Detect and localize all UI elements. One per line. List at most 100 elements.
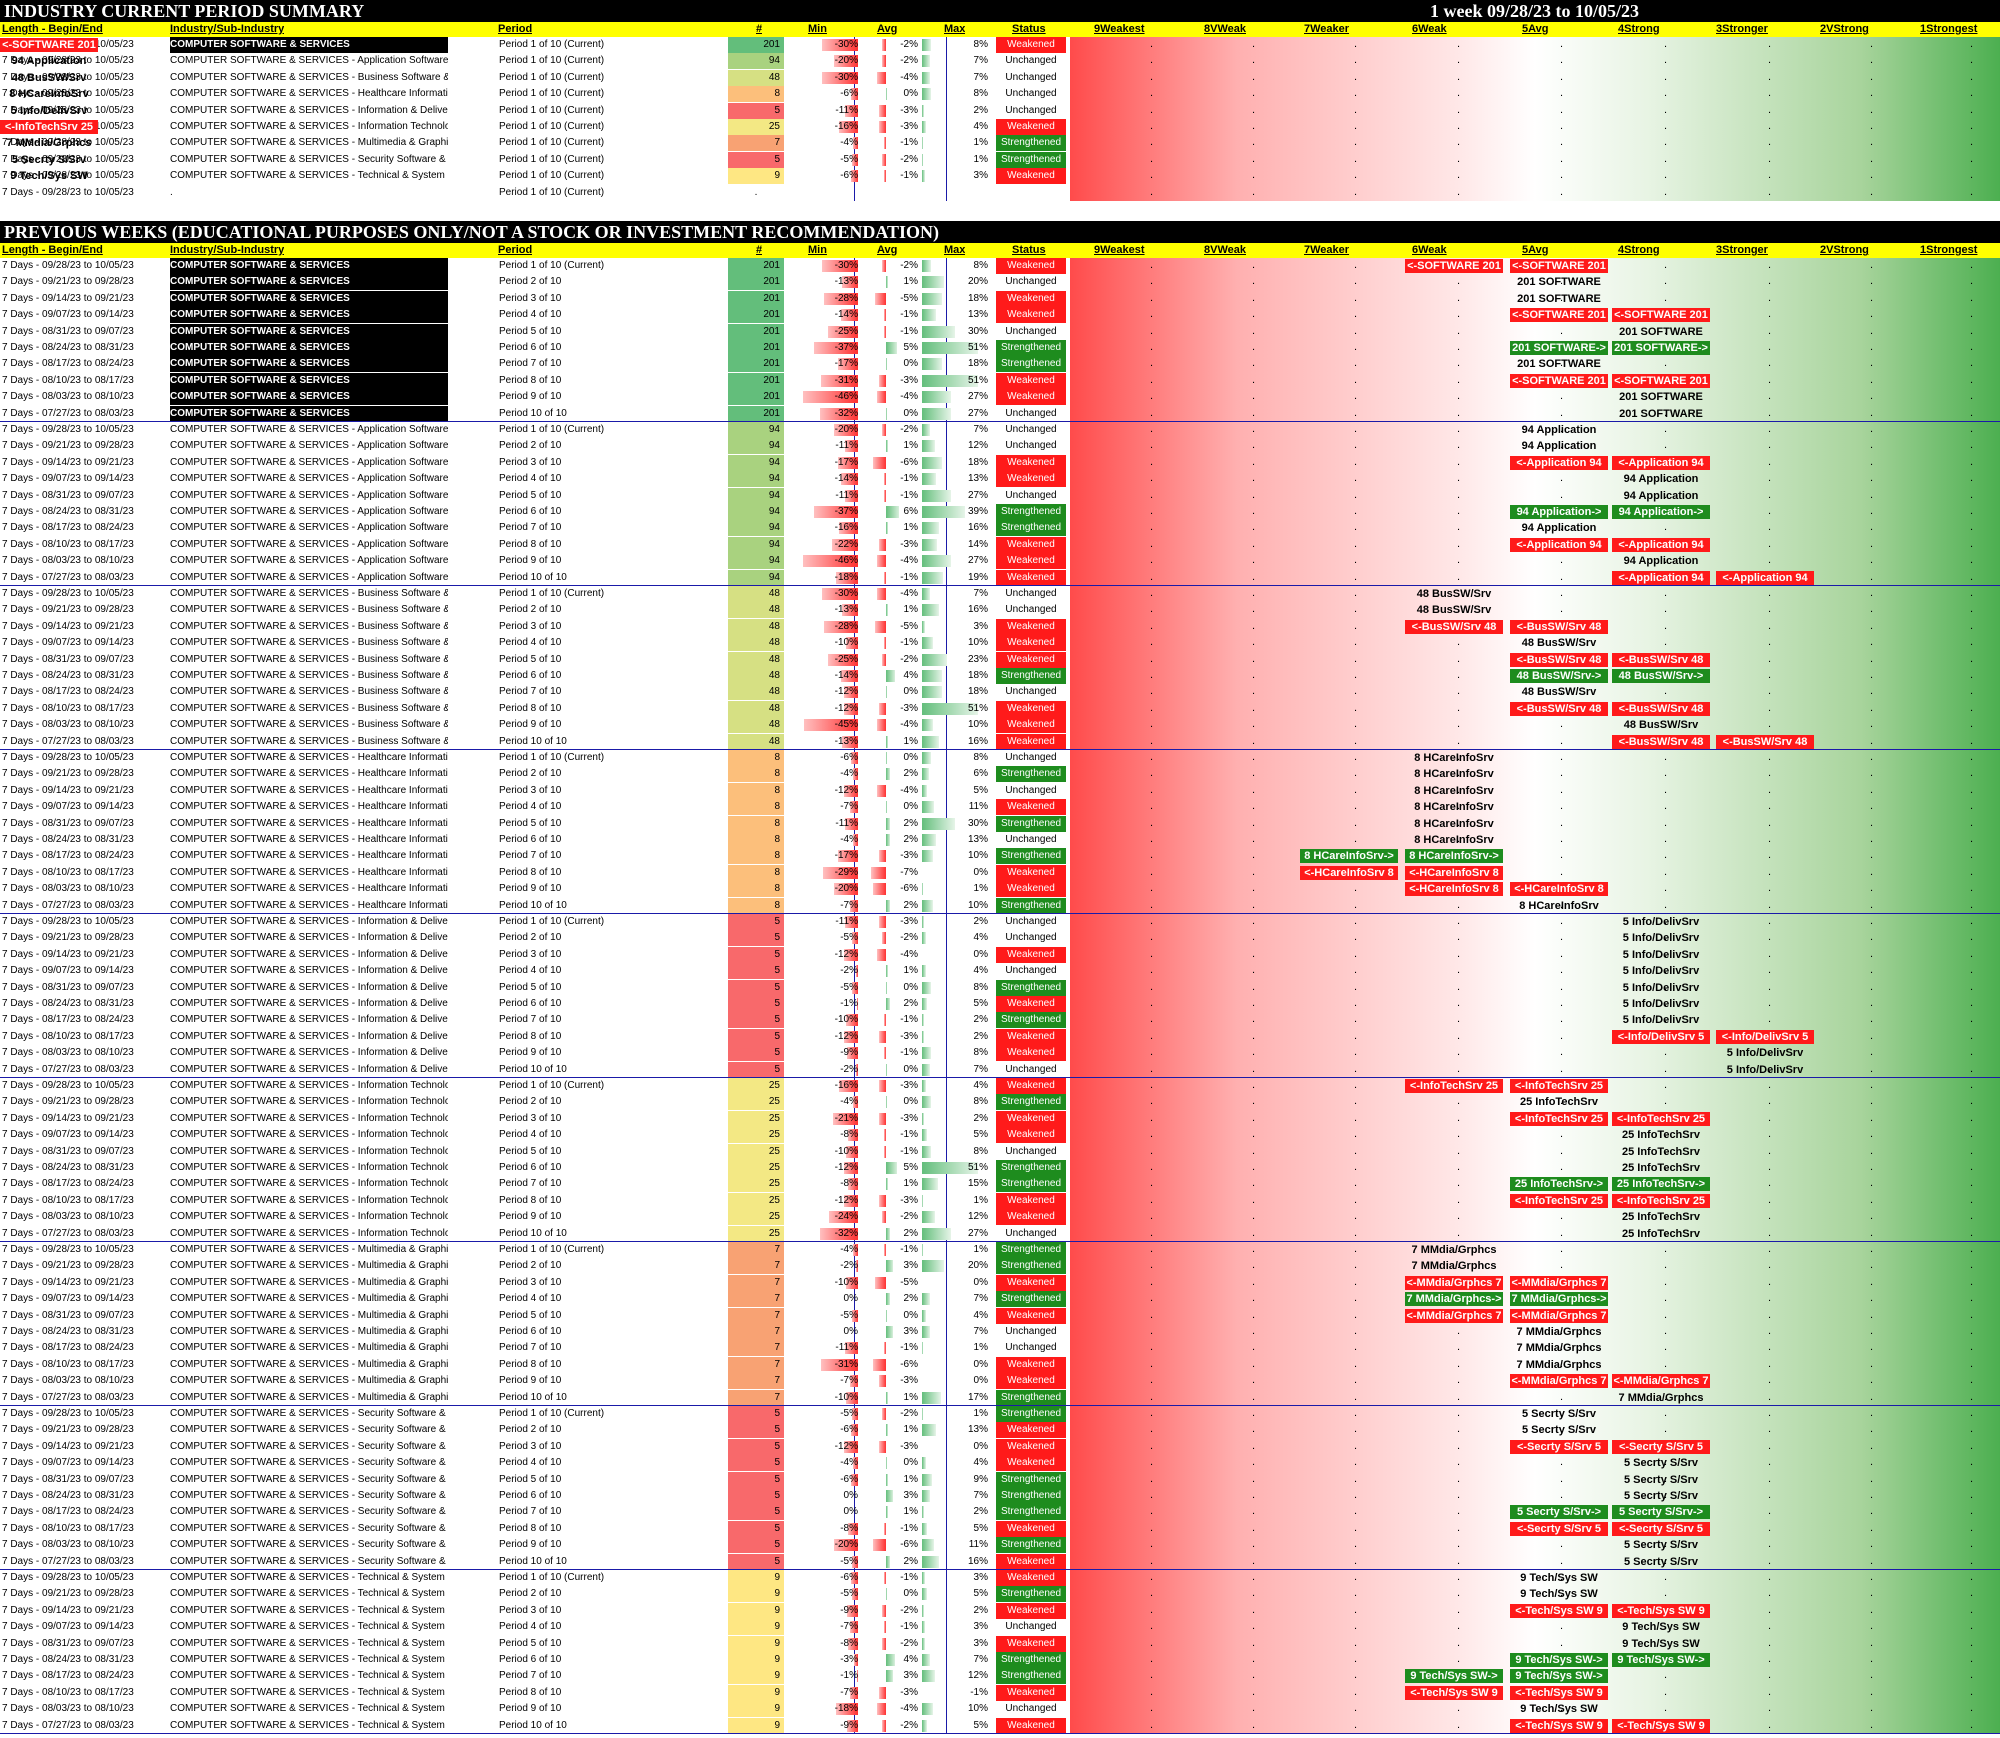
bin-dot: . (1150, 152, 1154, 165)
header-7weaker: 7Weaker (1304, 244, 1350, 256)
max-cell: 4% (973, 932, 988, 944)
min-bar (820, 1358, 858, 1371)
bin-dot: . (1354, 1095, 1358, 1108)
min-cell: -9% (840, 1047, 858, 1059)
avg-bar (886, 522, 889, 535)
bin-dot: . (1768, 816, 1772, 829)
min-cell: -11% (835, 489, 858, 501)
status-cell: Weakened (996, 700, 1066, 717)
bin-dot: . (1560, 136, 1564, 149)
min-bar (850, 88, 858, 101)
bin-dot: . (1252, 1357, 1256, 1370)
length-cell: 7 Days - 08/31/23 to 09/07/23 (2, 817, 134, 829)
max-bar (922, 153, 924, 166)
count-cell: 5 (728, 1471, 784, 1488)
bin-dot: . (1457, 505, 1461, 517)
table-row: 7 Days - 08/10/23 to 08/17/23 COMPUTER SO… (0, 372, 2000, 389)
bin-dot: . (1870, 1620, 1874, 1633)
bin-dot: . (1664, 1357, 1668, 1370)
avg-cell: 1% (903, 1424, 918, 1436)
avg-bar (879, 121, 886, 133)
bin-dot: . (1150, 1046, 1154, 1059)
max-bar (922, 588, 930, 600)
bin-dot: . (1150, 87, 1154, 100)
bin-dot: . (1664, 1013, 1668, 1026)
bin-dot: . (1970, 1275, 1974, 1288)
min-bar (849, 1621, 858, 1634)
status-cell: Weakened (996, 946, 1066, 963)
bin-dot: . (1870, 169, 1874, 182)
bin-dot: . (1970, 455, 1974, 468)
group-separator (0, 585, 2000, 586)
bin-dot: . (1664, 488, 1668, 501)
bin-dot: . (1560, 488, 1564, 501)
bin-dot: . (1150, 103, 1154, 116)
min-bar (855, 965, 858, 978)
status-cell: Weakened (996, 881, 1066, 898)
bin-dot: . (1870, 1226, 1874, 1239)
bucket-tag: 5 Info/DelivSrv (1726, 1047, 1804, 1060)
max-bar (922, 325, 955, 338)
bin-dot: . (1870, 423, 1874, 435)
industry-cell: COMPUTER SOFTWARE & SERVICES (170, 307, 448, 324)
min-cell: -6% (840, 1424, 858, 1436)
bucket-tag-weakened: <-Application 94 (1510, 455, 1608, 470)
bin-dot: . (1870, 669, 1874, 681)
bin-dot: . (1970, 1374, 1974, 1387)
length-cell: 7 Days - 08/10/23 to 08/17/23 (2, 1194, 134, 1206)
bin-dot: . (1970, 472, 1974, 485)
bin-dot: . (1560, 816, 1564, 829)
table-row: 7 Days - 08/10/23 to 08/17/23 COMPUTER SO… (0, 1192, 2000, 1209)
bin-dot: . (1768, 70, 1772, 83)
bin-dot: . (1768, 751, 1772, 763)
bucket-tag: 48 BusSW/Srv (1521, 686, 1597, 699)
bin-dot: . (1457, 308, 1461, 321)
bin-dot: . (1560, 964, 1564, 977)
header-avg: Avg (877, 244, 898, 256)
max-cell: 7% (973, 588, 988, 599)
avg-cell: -1% (900, 1145, 918, 1157)
bin-dot: . (1457, 185, 1461, 198)
min-bar (852, 1309, 858, 1322)
period-cell: Period 10 of 10 (499, 735, 567, 747)
min-cell: -12% (834, 686, 858, 698)
table-row: 7 Days - 09/21/23 to 09/28/23 COMPUTER SO… (0, 930, 2000, 947)
bin-dot: . (1252, 964, 1256, 977)
bin-dot: . (1457, 931, 1461, 944)
bin-dot: . (1768, 1390, 1772, 1403)
max-cell: 0% (973, 948, 988, 960)
table-row: 7 Days - 08/03/23 to 08/10/23 COMPUTER SO… (0, 1373, 2000, 1390)
bucket-tag-strengthened: 7 MMdia/Grphcs-> (1405, 1292, 1503, 1307)
status-cell: Weakened (996, 996, 1066, 1012)
bin-dot: . (1252, 390, 1256, 403)
length-cell: 7 Days - 09/21/23 to 09/28/23 (2, 440, 134, 452)
table-row: 7 Days - 09/07/23 to 09/14/23 COMPUTER SO… (0, 1291, 2000, 1308)
bin-dot: . (1252, 882, 1256, 895)
max-bar (922, 702, 978, 715)
avg-cell: 2% (903, 768, 918, 780)
bin-dot: . (1664, 54, 1668, 67)
count-cell: 7 (728, 1274, 784, 1291)
min-bar (843, 784, 858, 797)
length-cell: 7 Days - 08/17/23 to 08/24/23 (2, 522, 134, 534)
bin-dot: . (1150, 1292, 1154, 1305)
bin-dot: . (1560, 1062, 1564, 1075)
bin-dot: . (1768, 1177, 1772, 1190)
avg-bar (886, 998, 891, 1010)
min-cell: -46% (834, 391, 858, 403)
min-cell: -31% (834, 374, 858, 386)
period-cell: Period 8 of 10 (499, 1522, 562, 1534)
period-cell: Period 2 of 10 (499, 440, 562, 452)
bin-dot: . (1252, 308, 1256, 321)
max-cell: 39% (967, 506, 988, 517)
min-bar (831, 538, 858, 551)
bin-dot: . (1768, 1325, 1772, 1337)
bin-dot: . (1457, 767, 1461, 780)
count-cell: 94 (728, 471, 784, 488)
bin-dot: . (1870, 603, 1874, 616)
count-cell: 5 (728, 996, 784, 1012)
bin-dot: . (1252, 833, 1256, 845)
bin-dot: . (1664, 882, 1668, 895)
avg-bar (886, 1178, 889, 1191)
bin-dot: . (1457, 1161, 1461, 1173)
